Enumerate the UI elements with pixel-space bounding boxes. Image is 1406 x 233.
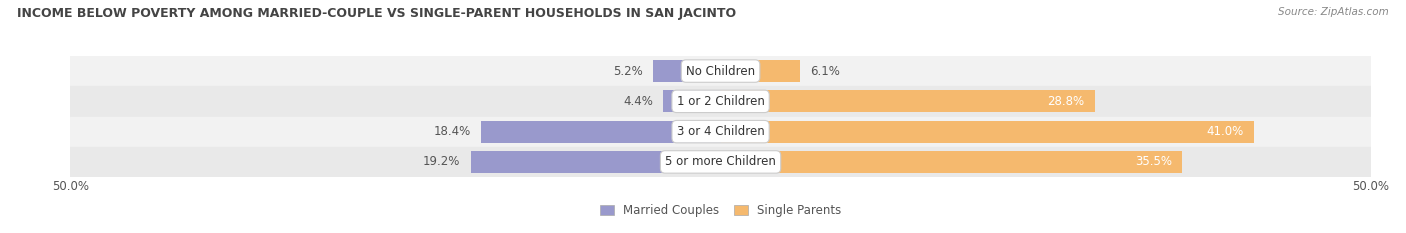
Text: 5 or more Children: 5 or more Children [665,155,776,168]
Bar [70,86,1371,116]
Text: 4.4%: 4.4% [623,95,652,108]
Text: 3 or 4 Children: 3 or 4 Children [676,125,765,138]
Bar [720,121,1254,143]
Text: 1 or 2 Children: 1 or 2 Children [676,95,765,108]
Bar [70,116,1371,147]
Bar [720,90,1095,112]
Bar [471,151,720,173]
Text: 18.4%: 18.4% [433,125,471,138]
Bar [70,147,1371,177]
Text: INCOME BELOW POVERTY AMONG MARRIED-COUPLE VS SINGLE-PARENT HOUSEHOLDS IN SAN JAC: INCOME BELOW POVERTY AMONG MARRIED-COUPL… [17,7,735,20]
Text: 35.5%: 35.5% [1135,155,1171,168]
Legend: Married Couples, Single Parents: Married Couples, Single Parents [600,204,841,217]
Text: 5.2%: 5.2% [613,65,643,78]
Text: Source: ZipAtlas.com: Source: ZipAtlas.com [1278,7,1389,17]
Bar [664,90,720,112]
Text: 41.0%: 41.0% [1206,125,1243,138]
Text: No Children: No Children [686,65,755,78]
Bar [70,56,1371,86]
Text: 28.8%: 28.8% [1047,95,1084,108]
Text: 6.1%: 6.1% [810,65,841,78]
Bar [481,121,720,143]
Bar [720,60,800,82]
Bar [720,151,1182,173]
Bar [652,60,720,82]
Text: 19.2%: 19.2% [423,155,460,168]
